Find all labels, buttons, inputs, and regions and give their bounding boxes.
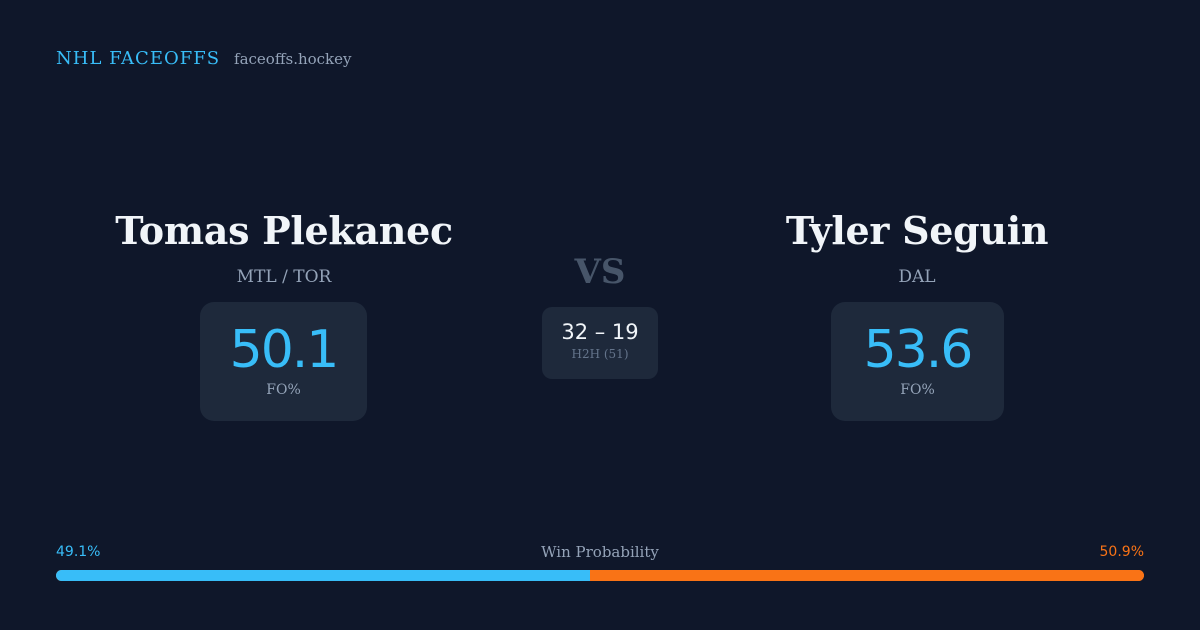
player-left-fo-label: FO% — [266, 382, 301, 398]
head-to-head-score: 32 – 19 — [561, 320, 639, 344]
player-right-name: Tyler Seguin — [785, 208, 1049, 253]
win-probability-left: 49.1% — [56, 544, 101, 560]
player-right: Tyler Seguin DAL — [657, 205, 1177, 287]
win-probability-title: Win Probability — [541, 543, 659, 561]
win-probability-bar — [56, 570, 1144, 581]
player-left-fo-value: 50.1 — [229, 320, 340, 380]
player-left-team: MTL / TOR — [236, 267, 332, 287]
player-right-team: DAL — [898, 267, 936, 287]
player-right-stat-card: 53.6 FO% — [831, 302, 1004, 421]
player-left-name: Tomas Plekanec — [115, 208, 453, 253]
player-left-stat-card: 50.1 FO% — [200, 302, 367, 421]
win-probability-right: 50.9% — [1099, 544, 1144, 560]
head-to-head-card: 32 – 19 H2H (51) — [542, 307, 658, 379]
player-right-fo-value: 53.6 — [863, 320, 974, 380]
player-left: Tomas Plekanec MTL / TOR — [24, 205, 544, 287]
brand-name: NHL FACEOFFS — [56, 48, 221, 69]
head-to-head-label: H2H (51) — [571, 347, 629, 361]
win-probability-fill-right — [590, 570, 1144, 581]
vs-label: VS — [574, 252, 626, 292]
player-right-fo-label: FO% — [900, 382, 935, 398]
brand-domain: faceoffs.hockey — [234, 50, 352, 68]
brand-header: NHL FACEOFFS faceoffs.hockey — [56, 48, 352, 69]
win-probability-fill-left — [56, 570, 591, 581]
